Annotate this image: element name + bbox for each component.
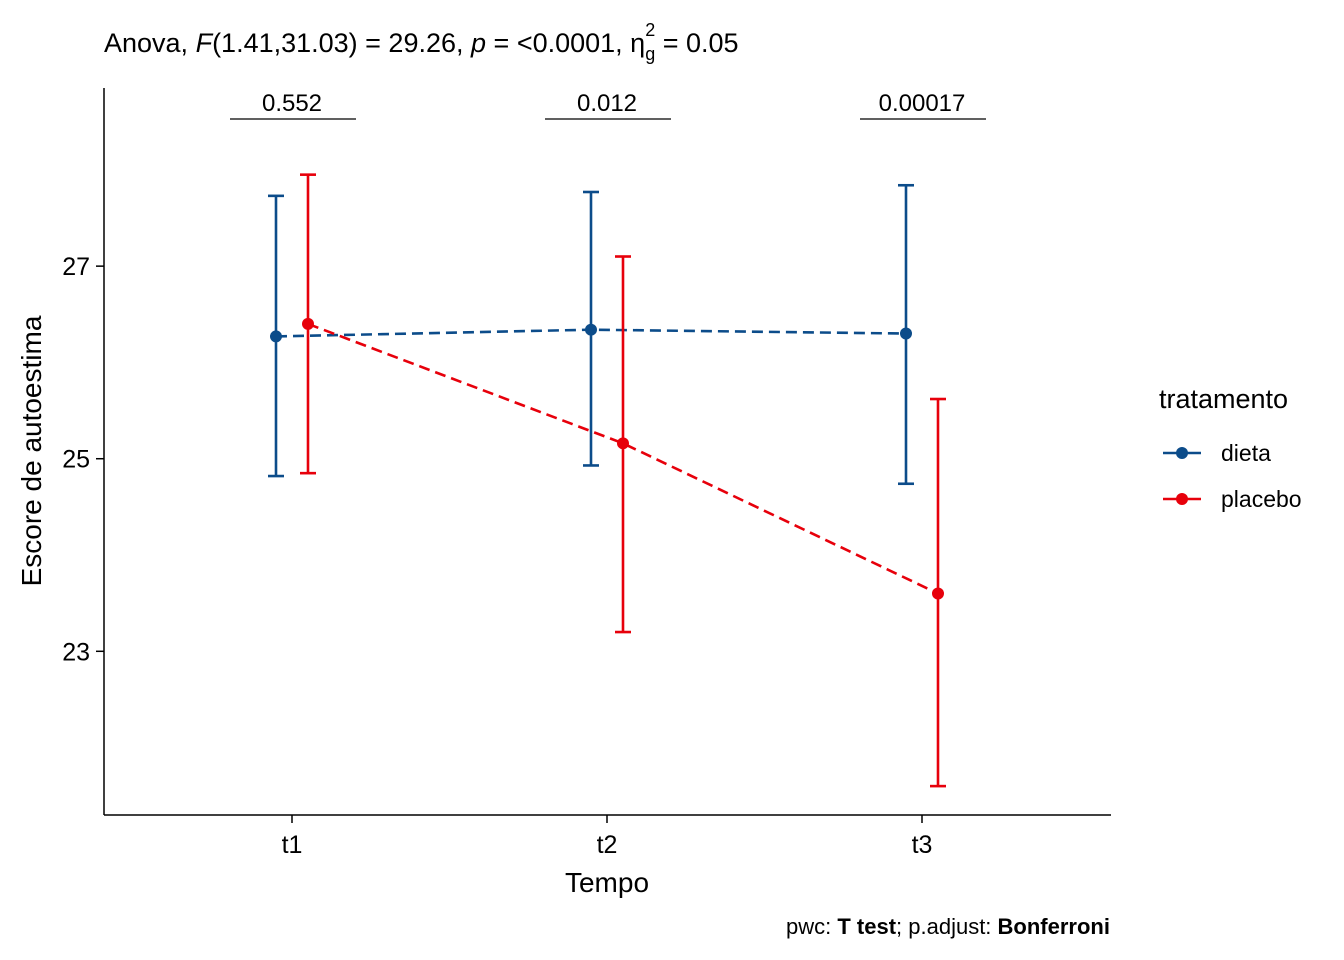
x-tick-label: t2 (597, 831, 618, 859)
legend-key-point (1176, 493, 1188, 505)
legend-label: dieta (1221, 440, 1271, 466)
pairwise-comparisons: 0.552 0.012 0.00017 (230, 90, 986, 120)
x-tick-label: t1 (282, 831, 303, 859)
pvalue-label: 0.552 (262, 90, 322, 117)
legend-label: placebo (1221, 486, 1302, 512)
y-tick-label: 23 (62, 638, 90, 666)
mean-point (617, 437, 629, 450)
legend-key-point (1176, 447, 1188, 459)
legend: tratamento dieta placebo (1159, 384, 1302, 512)
mean-point (900, 327, 912, 340)
x-axis-title: Tempo (565, 867, 649, 898)
series-line-placebo (307, 322, 939, 595)
y-tick-label: 27 (62, 253, 90, 281)
legend-title: tratamento (1159, 384, 1288, 414)
chart-caption: pwc: T test; p.adjust: Bonferroni (786, 914, 1110, 939)
y-tick-label: 25 (62, 446, 90, 474)
mean-point (302, 317, 314, 330)
x-axis-ticks: t1 t2 t3 (282, 815, 933, 859)
mean-point (270, 330, 282, 343)
x-tick-label: t3 (912, 831, 933, 859)
y-axis-ticks: 23 25 27 (62, 253, 104, 666)
series-placebo (300, 173, 946, 788)
y-axis-title: Escore de autoestima (16, 315, 47, 586)
legend-item-dieta: dieta (1163, 440, 1271, 466)
pvalue-label: 0.012 (577, 90, 637, 117)
series-layer (268, 173, 946, 788)
series-dieta (268, 183, 914, 486)
pvalue-label: 0.00017 (879, 90, 966, 117)
chart-title: Anova, F(1.41,31.03) = 29.26, p = <0.000… (104, 20, 739, 64)
mean-point (585, 323, 597, 336)
legend-item-placebo: placebo (1163, 486, 1302, 512)
mean-point (932, 587, 944, 600)
